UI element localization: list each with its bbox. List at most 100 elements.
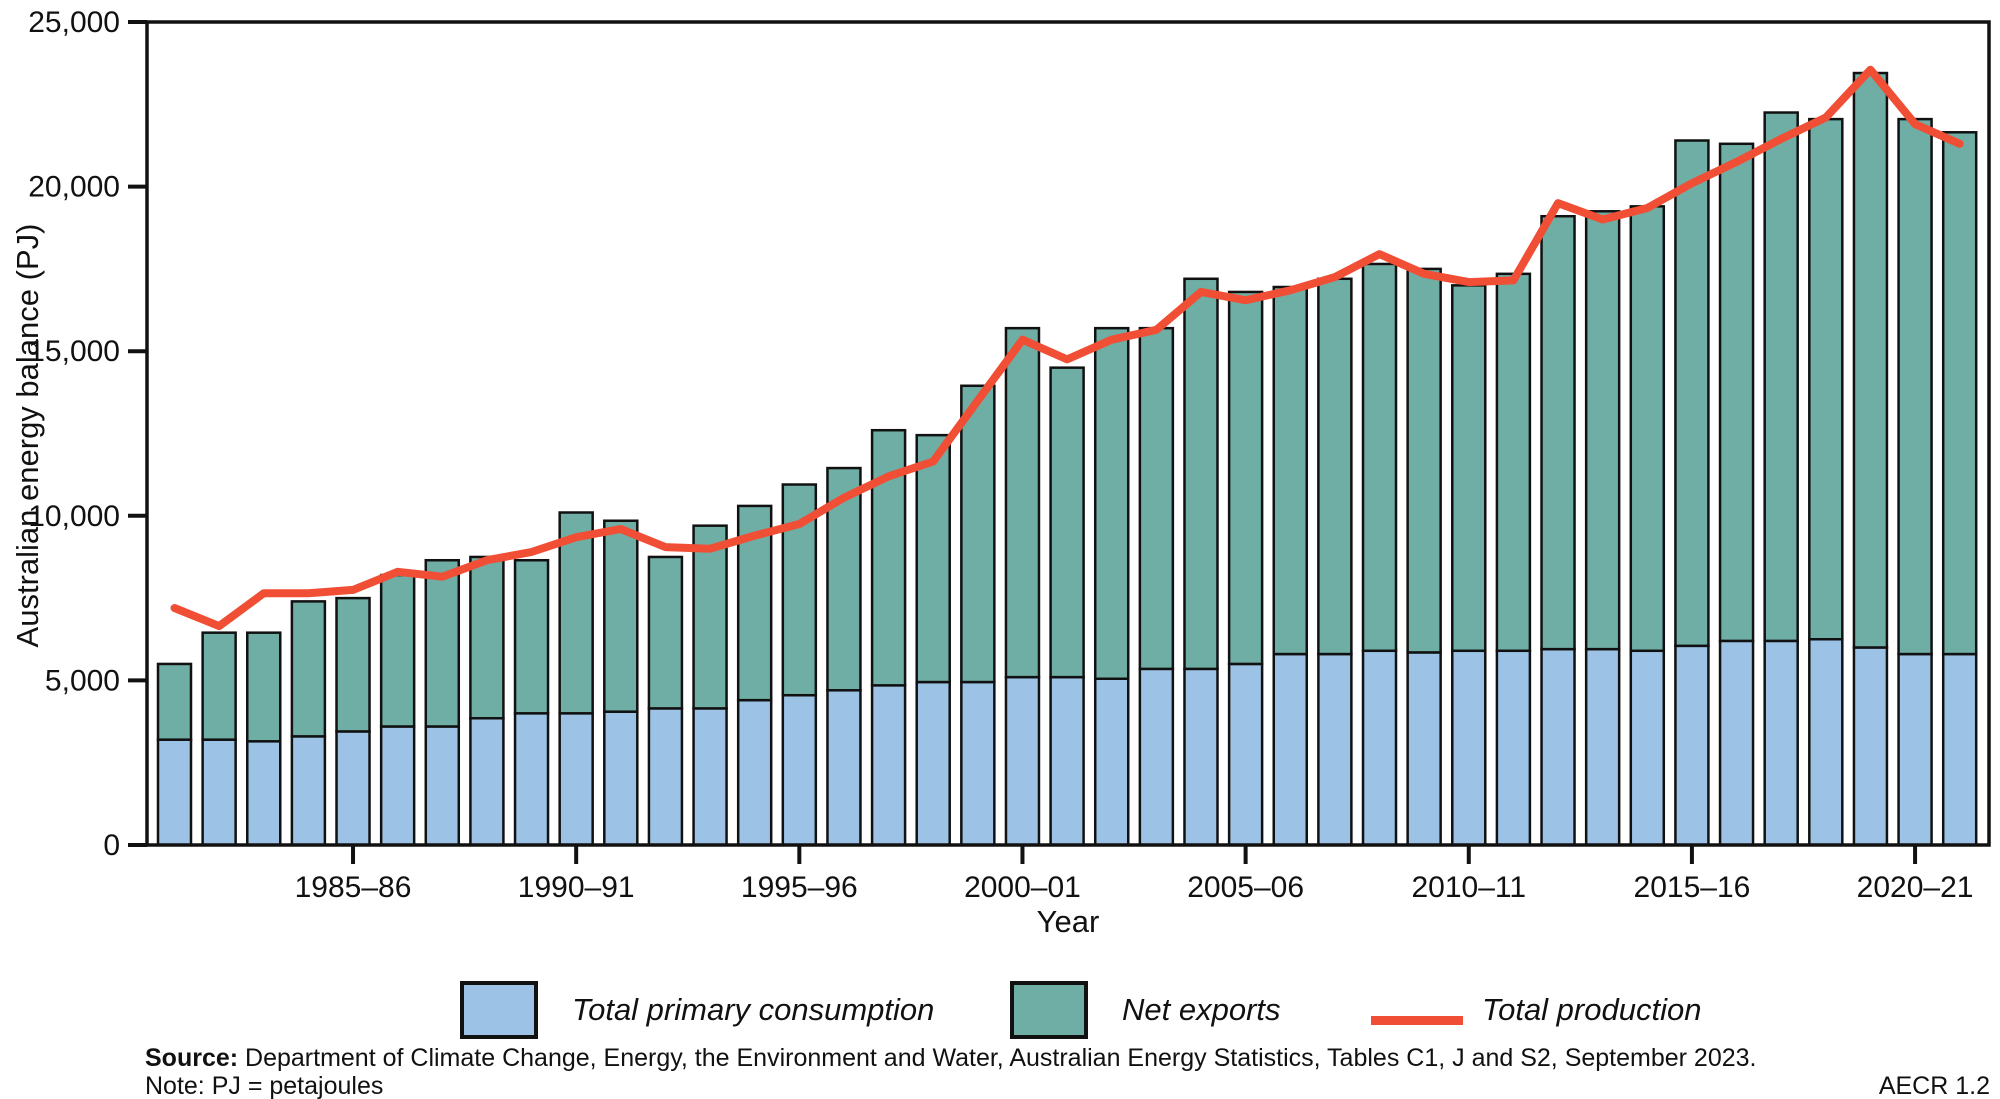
- legend-label-total-primary-consumption: Total primary consumption: [572, 992, 935, 1027]
- legend-swatch-net-exports: [1010, 981, 1088, 1039]
- consumption-bar-segment: [1897, 652, 1933, 847]
- x-tick-label: 2015–16: [1634, 871, 1751, 904]
- net-exports-bar-segment: [1897, 117, 1933, 656]
- consumption-bar-segment: [424, 725, 461, 847]
- consumption-bar-segment: [960, 680, 996, 847]
- consumption-bar-segment: [1540, 647, 1576, 847]
- net-exports-bar-segment: [1540, 214, 1576, 651]
- consumption-bar-segment: [1763, 639, 1799, 847]
- consumption-bar-segment: [1361, 649, 1398, 847]
- consumption-bar-segment: [1004, 675, 1041, 847]
- net-exports-bar-segment: [647, 555, 684, 710]
- net-exports-bar-segment: [1361, 262, 1398, 653]
- net-exports-bar-segment: [513, 558, 550, 715]
- net-exports-bar-segment: [469, 555, 505, 720]
- consumption-bar-segment: [156, 738, 193, 847]
- consumption-bar-segment: [915, 680, 951, 847]
- consumption-bar-segment: [603, 710, 639, 847]
- x-tick-label: 2000–01: [964, 871, 1081, 904]
- consumption-bar-segment: [1272, 652, 1308, 847]
- consumption-bar-segment: [290, 735, 327, 847]
- y-tick-label: 25,000: [28, 6, 120, 39]
- net-exports-bar-segment: [201, 631, 237, 741]
- source-note: Source: Department of Climate Change, En…: [145, 1044, 1757, 1073]
- net-exports-bar-segment: [1093, 326, 1130, 681]
- net-exports-bar-segment: [1183, 277, 1219, 671]
- consumption-bar-segment: [1317, 652, 1353, 847]
- net-exports-bar-segment: [246, 631, 282, 743]
- y-axis-title: Australian energy balance (PJ): [10, 224, 45, 648]
- consumption-bar-segment: [513, 712, 550, 847]
- net-exports-bar-segment: [1004, 326, 1041, 679]
- x-tick-label: 2020–21: [1857, 871, 1974, 904]
- net-exports-bar-segment: [1629, 205, 1666, 653]
- consumption-bar-segment: [1451, 649, 1487, 847]
- net-exports-bar-segment: [692, 524, 728, 710]
- x-tick-label: 1985–86: [295, 871, 412, 904]
- legend-label-net-exports: Net exports: [1122, 992, 1281, 1027]
- consumption-bar-segment: [1718, 639, 1755, 847]
- net-exports-bar-segment: [558, 511, 594, 715]
- net-exports-bar-segment: [156, 662, 193, 741]
- net-exports-bar-segment: [379, 573, 416, 728]
- x-tick-label: 1995–96: [741, 871, 858, 904]
- net-exports-bar-segment: [1272, 285, 1308, 656]
- y-tick-label: 10,000: [28, 500, 120, 533]
- net-exports-bar-segment: [1406, 267, 1442, 654]
- net-exports-bar-segment: [1941, 131, 1978, 656]
- net-exports-bar-segment: [603, 519, 639, 713]
- net-exports-bar-segment: [915, 433, 951, 684]
- net-exports-bar-segment: [1718, 142, 1755, 643]
- x-tick-label: 2010–11: [1411, 871, 1526, 904]
- consumption-bar-segment: [1808, 638, 1844, 847]
- net-exports-bar-segment: [960, 384, 996, 684]
- y-tick-label: 15,000: [28, 335, 120, 368]
- consumption-bar-segment: [1049, 675, 1085, 847]
- consumption-bar-segment: [246, 740, 282, 847]
- source-text: Department of Climate Change, Energy, th…: [238, 1044, 1757, 1072]
- x-tick-label: 2005–06: [1187, 871, 1304, 904]
- net-exports-bar-segment: [1451, 284, 1487, 653]
- consumption-bar-segment: [1629, 649, 1666, 847]
- net-exports-bar-segment: [424, 558, 461, 728]
- consumption-bar-segment: [201, 738, 237, 847]
- consumption-bar-segment: [1093, 677, 1130, 847]
- net-exports-bar-segment: [1049, 366, 1085, 679]
- consumption-bar-segment: [469, 717, 505, 847]
- net-exports-bar-segment: [1674, 139, 1710, 648]
- net-exports-bar-segment: [1495, 272, 1532, 653]
- net-exports-bar-segment: [1808, 117, 1844, 641]
- x-axis-title: Year: [1037, 904, 1100, 939]
- consumption-bar-segment: [1227, 662, 1264, 847]
- consumption-bar-segment: [647, 707, 684, 847]
- consumption-bar-segment: [1852, 646, 1889, 847]
- consumption-bar-segment: [1138, 667, 1175, 847]
- y-tick-label: 20,000: [28, 171, 120, 204]
- consumption-bar-segment: [870, 684, 907, 847]
- report-reference: AECR 1.2: [1878, 1072, 1990, 1099]
- consumption-bar-segment: [1941, 652, 1978, 847]
- net-exports-bar-segment: [1227, 290, 1264, 666]
- consumption-bar-segment: [558, 712, 594, 847]
- net-exports-bar-segment: [335, 596, 371, 733]
- net-exports-bar-segment: [1138, 326, 1175, 671]
- plot-frame: [145, 20, 1991, 847]
- legend-label-total-production: Total production: [1482, 992, 1702, 1027]
- source-label: Source:: [145, 1044, 239, 1072]
- legend-swatch-total-production: [1371, 1016, 1463, 1025]
- net-exports-bar-segment: [290, 600, 327, 738]
- consumption-bar-segment: [1584, 647, 1621, 847]
- consumption-bar-segment: [1495, 649, 1532, 847]
- net-exports-bar-segment: [1852, 71, 1889, 649]
- y-tick-label: 0: [103, 829, 120, 862]
- net-exports-bar-segment: [1763, 111, 1799, 643]
- consumption-bar-segment: [1183, 667, 1219, 847]
- consumption-bar-segment: [736, 698, 773, 847]
- consumption-bar-segment: [335, 730, 371, 847]
- consumption-bar-segment: [692, 707, 728, 847]
- consumption-bar-segment: [379, 725, 416, 847]
- total-production-line: [170, 65, 1964, 631]
- consumption-bar-segment: [826, 689, 862, 847]
